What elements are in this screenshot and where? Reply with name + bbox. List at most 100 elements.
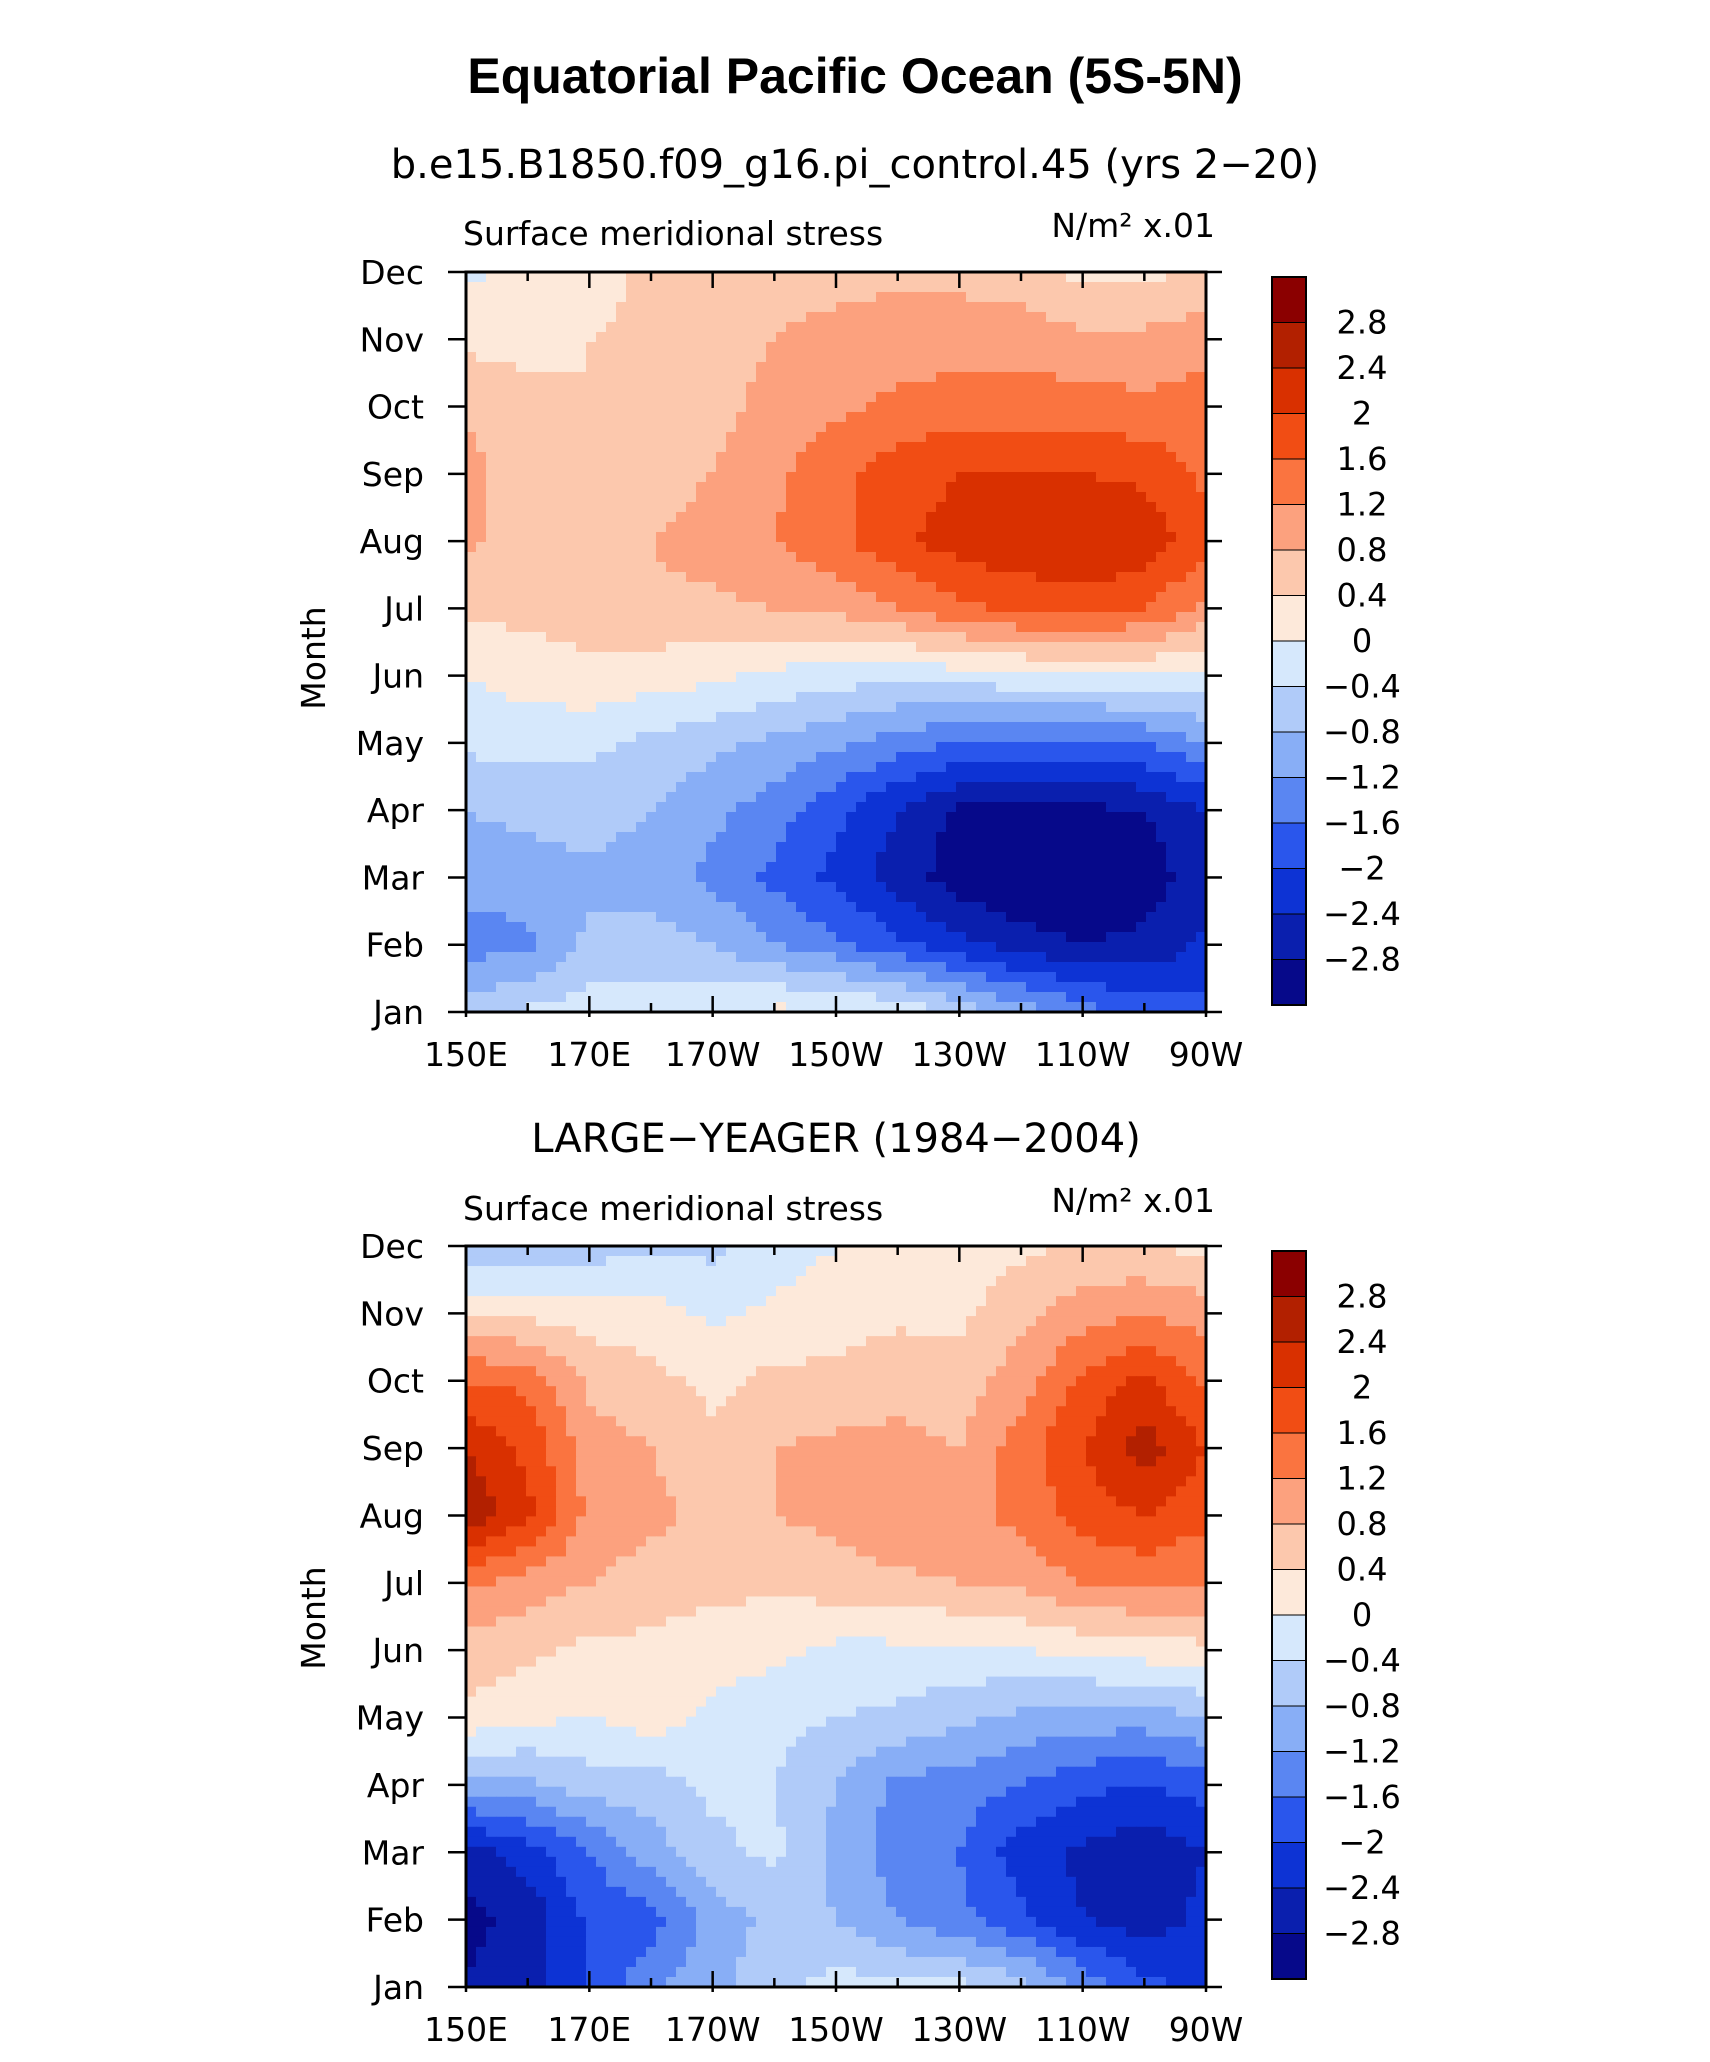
contour-cell bbox=[1166, 572, 1177, 583]
contour-cell bbox=[916, 662, 927, 673]
contour-cell bbox=[726, 752, 737, 763]
contour-cell bbox=[946, 872, 957, 883]
contour-cell bbox=[766, 542, 777, 553]
contour-cell bbox=[666, 812, 677, 823]
contour-cell bbox=[1106, 862, 1117, 873]
contour-cell bbox=[996, 462, 1007, 473]
contour-cell bbox=[776, 532, 787, 543]
contour-cell bbox=[966, 712, 977, 723]
contour-cell bbox=[1046, 912, 1057, 923]
contour-cell bbox=[746, 902, 757, 913]
contour-cell bbox=[846, 732, 857, 743]
contour-cell bbox=[1126, 712, 1137, 723]
contour-cell bbox=[996, 842, 1007, 853]
contour-cell bbox=[596, 692, 607, 703]
contour-cell bbox=[616, 472, 627, 483]
contour-cell bbox=[736, 482, 747, 493]
contour-cell bbox=[526, 812, 537, 823]
contour-cell bbox=[616, 412, 627, 423]
contour-cell bbox=[556, 752, 567, 763]
contour-cell bbox=[926, 492, 937, 503]
contour-cell bbox=[1106, 382, 1117, 393]
contour-cell bbox=[926, 682, 937, 693]
contour-cell bbox=[1076, 772, 1087, 783]
contour-cell bbox=[736, 832, 747, 843]
contour-cell bbox=[926, 732, 937, 743]
contour-cell bbox=[486, 822, 497, 833]
contour-cell bbox=[626, 422, 637, 433]
contour-cell bbox=[536, 672, 547, 683]
contour-cell bbox=[1106, 732, 1117, 743]
contour-cell bbox=[816, 872, 827, 883]
contour-cell bbox=[1086, 452, 1097, 463]
contour-cell bbox=[836, 522, 847, 533]
contour-cell bbox=[966, 762, 977, 773]
contour-cell bbox=[616, 822, 627, 833]
contour-cell bbox=[646, 312, 657, 323]
contour-cell bbox=[756, 592, 767, 603]
contour-cell bbox=[766, 852, 777, 863]
contour-cell bbox=[986, 542, 997, 553]
contour-cell bbox=[576, 272, 587, 283]
contour-cell bbox=[1196, 752, 1207, 763]
contour-cell bbox=[1196, 932, 1207, 943]
contour-cell bbox=[726, 472, 737, 483]
contour-cell bbox=[816, 512, 827, 523]
contour-cell bbox=[846, 382, 857, 393]
contour-cell bbox=[516, 542, 527, 553]
contour-cell bbox=[676, 362, 687, 373]
contour-cell bbox=[676, 872, 687, 883]
contour-cell bbox=[1096, 292, 1107, 303]
contour-cell bbox=[996, 652, 1007, 663]
contour-cell bbox=[556, 832, 567, 843]
contour-cell bbox=[806, 542, 817, 553]
contour-cell bbox=[486, 662, 497, 673]
contour-cell bbox=[466, 392, 477, 403]
contour-cell bbox=[506, 892, 517, 903]
contour-cell bbox=[1056, 522, 1067, 533]
contour-cell bbox=[776, 672, 787, 683]
contour-cell bbox=[1006, 852, 1017, 863]
contour-cell bbox=[986, 832, 997, 843]
contour-cell bbox=[676, 432, 687, 443]
contour-cell bbox=[956, 732, 967, 743]
contour-cell bbox=[1076, 572, 1087, 583]
contour-cell bbox=[996, 862, 1007, 873]
contour-cell bbox=[756, 602, 767, 613]
contour-cell bbox=[516, 292, 527, 303]
contour-cell bbox=[1026, 322, 1037, 333]
contour-cell bbox=[1046, 352, 1057, 363]
contour-cell bbox=[636, 732, 647, 743]
contour-cell bbox=[546, 402, 557, 413]
contour-cell bbox=[636, 502, 647, 513]
contour-cell bbox=[636, 562, 647, 573]
contour-cell bbox=[916, 792, 927, 803]
contour-cell bbox=[1176, 852, 1187, 863]
contour-cell bbox=[1156, 452, 1167, 463]
contour-cell bbox=[546, 432, 557, 443]
contour-cell bbox=[1186, 672, 1197, 683]
contour-cell bbox=[486, 862, 497, 873]
contour-cell bbox=[676, 782, 687, 793]
contour-cell bbox=[876, 372, 887, 383]
contour-cell bbox=[496, 902, 507, 913]
contour-cell bbox=[486, 432, 497, 443]
contour-cell bbox=[676, 622, 687, 633]
contour-cell bbox=[856, 672, 867, 683]
contour-cell bbox=[536, 292, 547, 303]
contour-cell bbox=[886, 302, 897, 313]
contour-cell bbox=[566, 672, 577, 683]
contour-cell bbox=[746, 272, 757, 283]
contour-cell bbox=[856, 352, 867, 363]
contour-cell bbox=[616, 422, 627, 433]
contour-cell bbox=[516, 842, 527, 853]
contour-cell bbox=[506, 902, 517, 913]
contour-cell bbox=[946, 692, 957, 703]
contour-cell bbox=[666, 802, 677, 813]
contour-cell bbox=[756, 742, 767, 753]
contour-cell bbox=[746, 562, 757, 573]
contour-cell bbox=[546, 762, 557, 773]
contour-cell bbox=[886, 612, 897, 623]
contour-cell bbox=[886, 842, 897, 853]
contour-cell bbox=[736, 502, 747, 513]
